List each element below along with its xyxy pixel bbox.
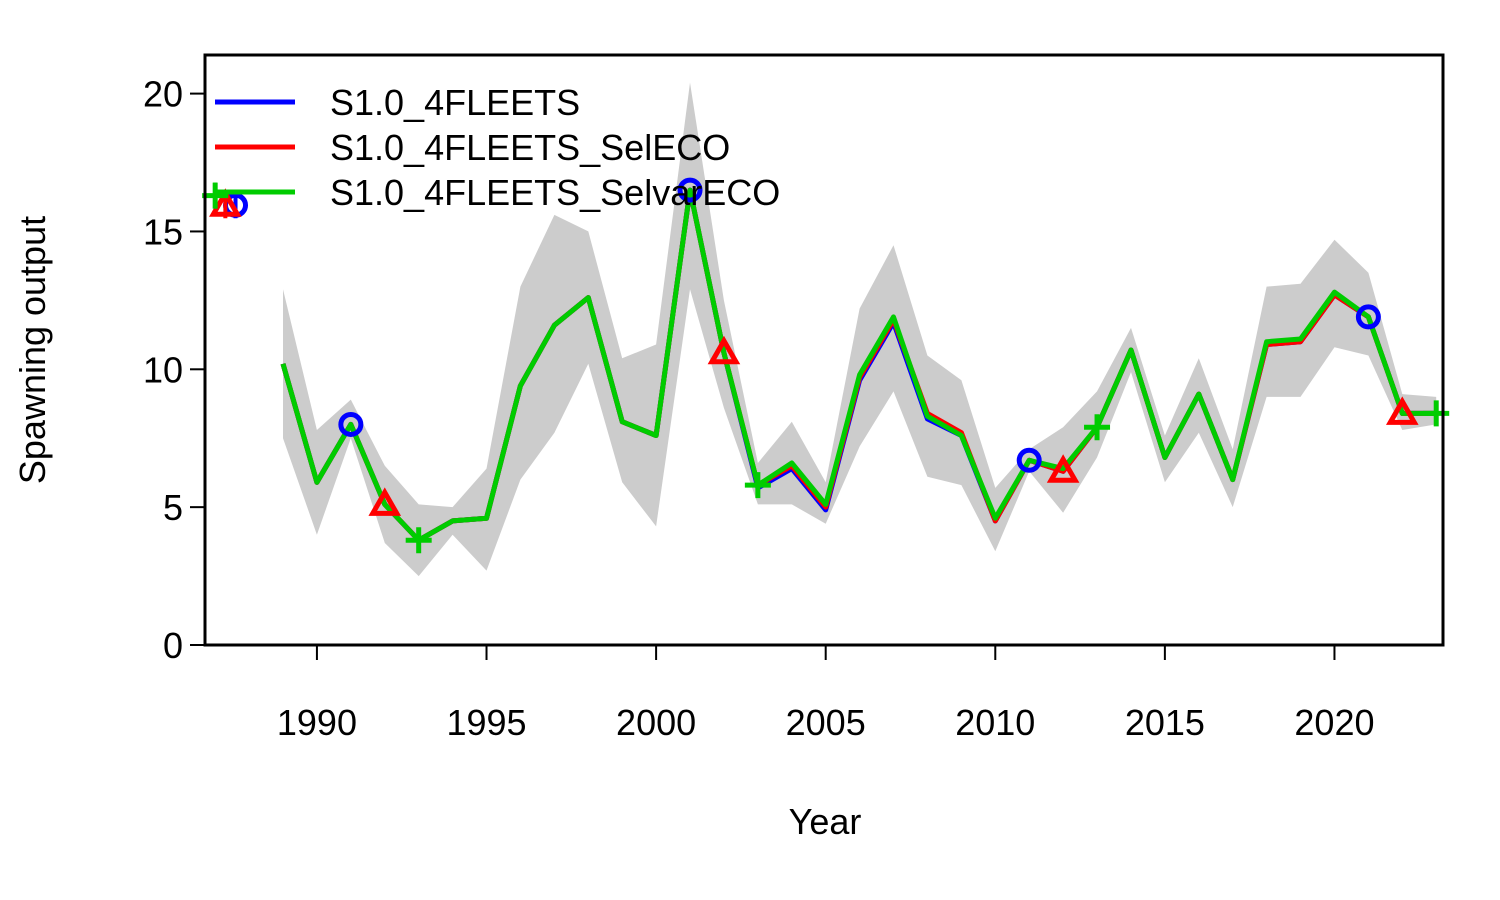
x-tick-label-1995: 1995	[446, 702, 526, 743]
virgin-point-s1-0-4fleets-selvareco	[202, 182, 229, 209]
marker-s1-0-4fleets-1991	[338, 411, 364, 437]
marker-s1-0-4fleets-2001	[677, 177, 703, 203]
x-tick-label-2000: 2000	[616, 702, 696, 743]
x-axis: 1990 1995 2000 2005 2010 2015 2020	[277, 644, 1375, 743]
x-tick-label-2010: 2010	[955, 702, 1035, 743]
y-axis-label: Spawning output	[12, 216, 53, 484]
marker-s1-0-4fleets-2011	[1016, 447, 1042, 473]
y-axis: 0 5 10 15 20	[143, 74, 205, 666]
x-tick-label-1990: 1990	[277, 702, 357, 743]
marker-s1-0-4fleets-seleco-2022	[1385, 396, 1419, 425]
x-tick-label-2020: 2020	[1294, 702, 1374, 743]
marker-s1-0-4fleets-seleco-2002	[707, 335, 741, 365]
marker-s1-0-4fleets-selvareco-2023	[1423, 400, 1450, 427]
series-lines-layer	[280, 187, 1437, 543]
series-markers-layer	[202, 177, 1450, 554]
confidence-band-layer	[283, 82, 1437, 577]
legend-label-s1-0-4fleets-selvareco: S1.0_4FLEETS_SelvarECO	[330, 172, 780, 213]
marker-s1-0-4fleets-seleco-1992	[368, 487, 402, 516]
marker-s1-0-4fleets-selvareco-1993	[405, 527, 432, 554]
virgin-point-s1-0-4fleets-seleco	[209, 188, 242, 217]
x-tick-label-2015: 2015	[1125, 702, 1205, 743]
marker-s1-0-4fleets-selvareco-2003	[744, 472, 771, 499]
marker-s1-0-4fleets-2021	[1355, 304, 1381, 330]
legend-label-s1-0-4fleets: S1.0_4FLEETS	[330, 82, 580, 123]
legend-label-s1-0-4fleets-seleco: S1.0_4FLEETS_SelECO	[330, 127, 730, 168]
confidence-band	[283, 82, 1437, 577]
marker-s1-0-4fleets-seleco-2012	[1046, 454, 1080, 483]
y-tick-label-0: 0	[163, 625, 183, 666]
y-tick-label-20: 20	[143, 74, 183, 115]
legend: S1.0_4FLEETS S1.0_4FLEETS_SelECO S1.0_4F…	[215, 82, 780, 213]
series-line-s1-0-4fleets-selvareco	[280, 187, 1437, 543]
x-axis-label: Year	[789, 801, 862, 842]
y-tick-label-10: 10	[143, 349, 183, 390]
x-tick-label-2005: 2005	[786, 702, 866, 743]
marker-s1-0-4fleets-selvareco-2013	[1084, 414, 1111, 441]
y-tick-label-5: 5	[163, 487, 183, 528]
y-tick-label-15: 15	[143, 211, 183, 252]
